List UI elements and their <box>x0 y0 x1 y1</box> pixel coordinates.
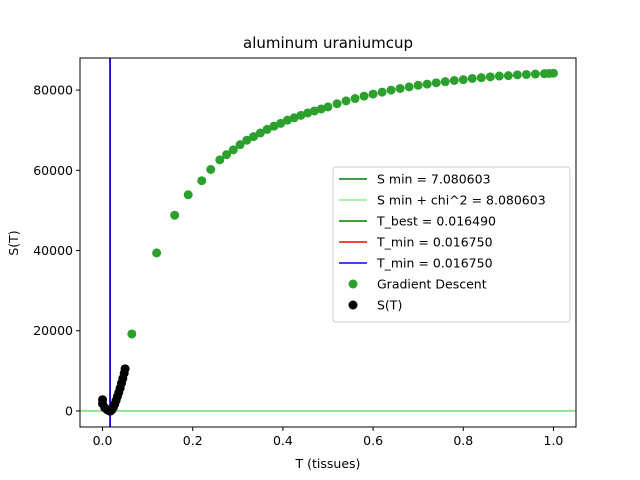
data-point <box>262 124 272 134</box>
data-point <box>449 75 459 85</box>
axes-frame <box>79 57 577 428</box>
data-point <box>404 82 414 92</box>
legend-marker-swatch <box>348 300 358 310</box>
legend-label: T_min = 0.016750 <box>376 256 493 271</box>
data-point <box>476 73 486 83</box>
data-point <box>235 140 245 150</box>
legend-box <box>332 166 571 323</box>
data-point <box>127 329 137 339</box>
plot-clipped-group <box>80 58 576 427</box>
data-point <box>341 96 351 106</box>
series-2-points <box>98 364 130 416</box>
data-point <box>242 135 252 145</box>
data-point <box>152 248 162 258</box>
data-point <box>431 78 441 88</box>
data-point <box>197 176 207 186</box>
data-point <box>413 80 423 90</box>
data-point <box>512 70 522 80</box>
x-tick-label: 0.0 <box>93 433 113 448</box>
data-point <box>120 364 130 374</box>
x-tick-label: 0.4 <box>273 433 293 448</box>
plot-area <box>80 58 576 427</box>
legend-label: S min = 7.080603 <box>377 172 491 187</box>
data-point <box>467 73 477 83</box>
data-point <box>222 150 232 160</box>
data-point <box>215 155 225 165</box>
data-point <box>548 68 558 78</box>
legend-label: S(T) <box>377 298 402 313</box>
data-point <box>183 190 193 200</box>
data-point <box>296 110 306 120</box>
y-axis-title: S(T) <box>6 230 21 255</box>
data-point <box>303 108 313 118</box>
x-axis-title: T (tissues) <box>295 456 361 471</box>
data-point <box>323 102 333 112</box>
data-point <box>269 121 279 131</box>
data-point <box>368 89 378 99</box>
data-point <box>422 79 432 89</box>
axes: 0.0 0.2 0.4 0.6 0.8 1.0 0 20000 40000 60000 80000 <box>33 57 577 448</box>
data-point <box>282 115 292 125</box>
y-tick-label: 0 <box>65 403 73 418</box>
x-tick-label: 0.2 <box>183 433 203 448</box>
data-point <box>440 77 450 87</box>
data-point <box>206 165 216 175</box>
y-tick-label: 20000 <box>33 323 73 338</box>
data-point <box>377 87 387 97</box>
data-point <box>332 99 342 109</box>
data-point <box>530 69 540 79</box>
y-tick-label: 60000 <box>33 163 73 178</box>
data-point <box>521 69 531 79</box>
series-1-points <box>127 68 558 339</box>
data-point <box>485 72 495 82</box>
x-tick-label: 1.0 <box>544 433 564 448</box>
data-point <box>255 128 265 138</box>
data-point <box>170 210 180 220</box>
data-point <box>395 83 405 93</box>
legend-label: T_best = 0.016490 <box>376 214 496 229</box>
x-tick-label: 0.6 <box>363 433 383 448</box>
data-point <box>494 71 504 81</box>
data-point <box>350 94 360 104</box>
legend-label: Gradient Descent <box>377 277 487 292</box>
y-tick-label: 40000 <box>33 243 73 258</box>
data-point <box>359 91 369 101</box>
x-tick-label: 0.8 <box>453 433 473 448</box>
legend-label: T_min = 0.016750 <box>376 235 493 250</box>
data-point <box>503 71 513 81</box>
y-tick-label: 80000 <box>33 83 73 98</box>
legend-label: S min + chi^2 = 8.080603 <box>377 193 546 208</box>
data-point <box>386 85 396 95</box>
data-point <box>228 145 238 155</box>
legend: S min = 7.080603 S min + chi^2 = 8.080603… <box>332 166 571 323</box>
data-point <box>309 106 319 116</box>
legend-marker-swatch <box>348 279 358 289</box>
chart-title: aluminum uraniumcup <box>243 34 413 52</box>
data-point <box>316 104 326 114</box>
data-point <box>458 75 468 85</box>
data-point <box>276 118 286 128</box>
data-point <box>249 132 259 142</box>
data-point <box>289 113 299 123</box>
